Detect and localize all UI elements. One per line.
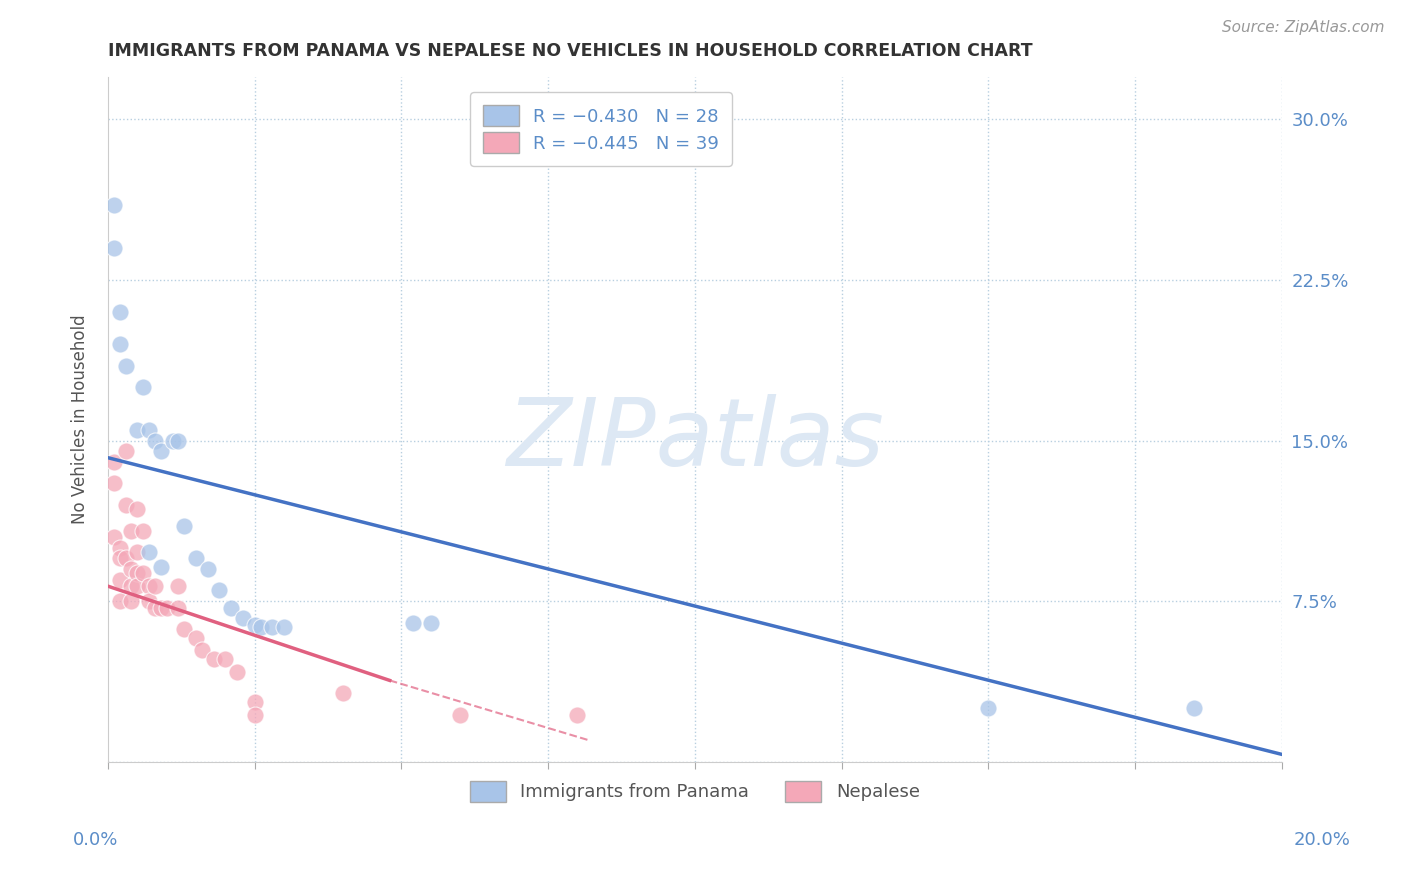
Point xyxy=(127,423,149,437)
Point xyxy=(208,583,231,598)
Point xyxy=(138,423,160,437)
Point xyxy=(332,686,354,700)
Point xyxy=(197,562,219,576)
Point xyxy=(567,707,589,722)
Point xyxy=(232,611,254,625)
Point xyxy=(167,579,190,593)
Point xyxy=(103,241,125,255)
Point xyxy=(114,498,136,512)
Point xyxy=(149,444,172,458)
Point xyxy=(127,545,149,559)
Point xyxy=(121,524,143,538)
Point xyxy=(184,551,207,566)
Point xyxy=(419,615,441,630)
Point xyxy=(121,594,143,608)
Point xyxy=(108,551,131,566)
Point xyxy=(108,594,131,608)
Point xyxy=(977,701,1000,715)
Point xyxy=(114,444,136,458)
Point xyxy=(103,455,125,469)
Point xyxy=(127,579,149,593)
Point xyxy=(156,600,179,615)
Point xyxy=(149,600,172,615)
Point xyxy=(121,579,143,593)
Point xyxy=(138,545,160,559)
Text: ZIPatlas: ZIPatlas xyxy=(506,394,884,485)
Point xyxy=(243,707,266,722)
Point xyxy=(262,620,284,634)
Legend: Immigrants from Panama, Nepalese: Immigrants from Panama, Nepalese xyxy=(457,768,932,814)
Point xyxy=(1182,701,1205,715)
Point xyxy=(108,337,131,351)
Point xyxy=(226,665,249,679)
Point xyxy=(191,643,214,657)
Point xyxy=(114,551,136,566)
Point xyxy=(121,562,143,576)
Point xyxy=(162,434,184,448)
Point xyxy=(127,566,149,581)
Point xyxy=(243,617,266,632)
Text: Source: ZipAtlas.com: Source: ZipAtlas.com xyxy=(1222,20,1385,35)
Point xyxy=(167,434,190,448)
Text: IMMIGRANTS FROM PANAMA VS NEPALESE NO VEHICLES IN HOUSEHOLD CORRELATION CHART: IMMIGRANTS FROM PANAMA VS NEPALESE NO VE… xyxy=(108,42,1032,60)
Point xyxy=(149,560,172,574)
Point xyxy=(138,579,160,593)
Point xyxy=(202,652,225,666)
Point xyxy=(173,519,195,533)
Point xyxy=(184,631,207,645)
Point xyxy=(143,434,166,448)
Y-axis label: No Vehicles in Household: No Vehicles in Household xyxy=(72,314,89,524)
Point xyxy=(143,600,166,615)
Point xyxy=(167,600,190,615)
Point xyxy=(127,502,149,516)
Point xyxy=(402,615,425,630)
Point xyxy=(219,600,242,615)
Point xyxy=(243,695,266,709)
Point xyxy=(108,573,131,587)
Point xyxy=(173,622,195,636)
Point xyxy=(249,620,271,634)
Point xyxy=(108,305,131,319)
Point xyxy=(449,707,471,722)
Point xyxy=(114,359,136,373)
Point xyxy=(132,566,155,581)
Point xyxy=(103,530,125,544)
Text: 0.0%: 0.0% xyxy=(73,831,118,849)
Point xyxy=(103,476,125,491)
Point xyxy=(103,198,125,212)
Point xyxy=(132,380,155,394)
Point xyxy=(143,579,166,593)
Point xyxy=(138,594,160,608)
Point xyxy=(273,620,295,634)
Point xyxy=(132,524,155,538)
Text: 20.0%: 20.0% xyxy=(1294,831,1350,849)
Point xyxy=(214,652,236,666)
Point xyxy=(108,541,131,555)
